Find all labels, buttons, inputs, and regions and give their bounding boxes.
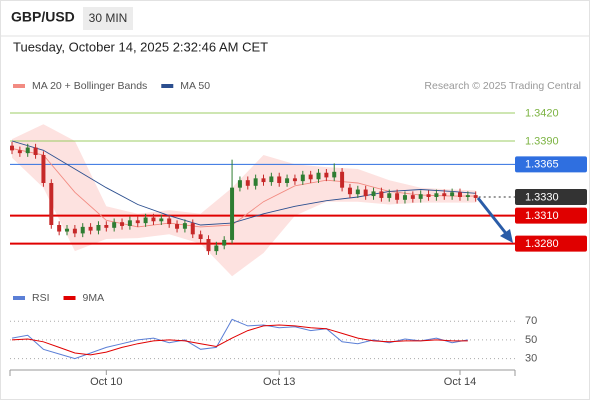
symbol: GBP/USD bbox=[11, 9, 75, 25]
candle-body bbox=[269, 176, 274, 183]
candle-body bbox=[253, 178, 258, 186]
forecast-arrow bbox=[476, 197, 510, 237]
candle-body bbox=[237, 180, 242, 188]
candle-body bbox=[332, 171, 337, 178]
candle-body bbox=[88, 226, 93, 231]
candle-body bbox=[182, 223, 187, 229]
candle-body bbox=[25, 147, 30, 154]
level-label: 1.3420 bbox=[525, 107, 559, 119]
forecast-arrow-head bbox=[500, 229, 513, 243]
level-box bbox=[515, 207, 587, 224]
legend-swatch bbox=[63, 296, 76, 300]
x-tick-label: Oct 14 bbox=[444, 376, 476, 388]
candle-body bbox=[112, 222, 117, 228]
candle-body bbox=[190, 223, 195, 235]
y-tick-label: 50 bbox=[525, 334, 537, 346]
candle-body bbox=[379, 191, 384, 198]
candle-body bbox=[245, 180, 250, 186]
candle-body bbox=[285, 178, 290, 183]
level-box bbox=[515, 189, 587, 205]
candle-body bbox=[387, 193, 392, 198]
candle-body bbox=[49, 183, 54, 225]
legend-swatch bbox=[13, 296, 25, 300]
candle-body bbox=[418, 194, 423, 199]
legend-swatch bbox=[13, 84, 25, 88]
timestamp: Tuesday, October 14, 2025 2:32:46 AM CET bbox=[13, 39, 268, 54]
candle-body bbox=[300, 174, 305, 182]
candle-body bbox=[347, 187, 352, 195]
candle-body bbox=[308, 174, 313, 180]
candle-body bbox=[159, 218, 164, 222]
candle-body bbox=[230, 187, 235, 240]
candle-body bbox=[198, 234, 203, 239]
candle-body bbox=[410, 195, 415, 199]
candle-body bbox=[395, 193, 400, 200]
candle-body bbox=[104, 225, 109, 228]
candle-body bbox=[135, 220, 140, 224]
timeframe-box bbox=[83, 7, 133, 30]
y-tick-label: 70 bbox=[525, 315, 537, 327]
candle-body bbox=[120, 222, 125, 226]
candle-body bbox=[473, 195, 478, 198]
legend-label: MA 20 + Bollinger Bands bbox=[32, 80, 147, 92]
level-box bbox=[515, 235, 587, 252]
candle-body bbox=[457, 192, 462, 197]
candle-body bbox=[426, 194, 431, 197]
candle-body bbox=[17, 150, 22, 154]
candle-body bbox=[57, 225, 62, 232]
candle-body bbox=[167, 218, 172, 225]
candle-body bbox=[10, 145, 14, 151]
candle-body bbox=[316, 172, 321, 180]
legend-swatch bbox=[161, 84, 174, 88]
candle-body bbox=[402, 195, 407, 200]
candle-body bbox=[72, 228, 77, 234]
legend-label: RSI bbox=[32, 292, 50, 304]
y-tick-label: 30 bbox=[525, 353, 537, 365]
candle-body bbox=[340, 171, 345, 188]
legend-label: 9MA bbox=[83, 292, 105, 304]
candle-body bbox=[41, 155, 46, 183]
candle-body bbox=[175, 224, 180, 229]
candle-body bbox=[65, 228, 70, 232]
bollinger-band bbox=[12, 124, 476, 277]
level-box bbox=[515, 156, 587, 173]
candle-body bbox=[324, 172, 329, 178]
level-label: 1.3280 bbox=[525, 238, 559, 250]
level-label: 1.3365 bbox=[525, 159, 559, 171]
candle-body bbox=[222, 239, 227, 246]
legend-label: MA 50 bbox=[180, 80, 210, 92]
x-tick-label: Oct 10 bbox=[90, 376, 122, 388]
x-tick-label: Oct 13 bbox=[263, 376, 295, 388]
candle-body bbox=[206, 239, 211, 252]
candle-body bbox=[434, 193, 439, 197]
candle-body bbox=[33, 147, 38, 155]
candle-body bbox=[450, 192, 455, 197]
candle-body bbox=[363, 189, 368, 197]
candle-body bbox=[261, 178, 266, 183]
candle-body bbox=[465, 195, 470, 197]
candle-body bbox=[214, 245, 219, 252]
candle-body bbox=[442, 193, 447, 197]
candle-body bbox=[277, 176, 282, 183]
level-label: 1.3310 bbox=[525, 210, 559, 222]
level-label: 1.3330 bbox=[525, 191, 559, 203]
candle-body bbox=[80, 226, 85, 234]
candle-body bbox=[127, 220, 132, 226]
line bbox=[11, 324, 468, 356]
candle-body bbox=[355, 189, 360, 195]
candle-body bbox=[96, 225, 101, 231]
watermark: Research © 2025 Trading Central bbox=[424, 80, 581, 92]
candle-body bbox=[151, 217, 156, 222]
candle-body bbox=[143, 217, 148, 224]
level-label: 1.3390 bbox=[525, 135, 559, 147]
timeframe: 30 MIN bbox=[89, 11, 128, 25]
candle-body bbox=[371, 191, 376, 197]
candle-body bbox=[292, 178, 297, 182]
ma-line bbox=[11, 140, 476, 226]
